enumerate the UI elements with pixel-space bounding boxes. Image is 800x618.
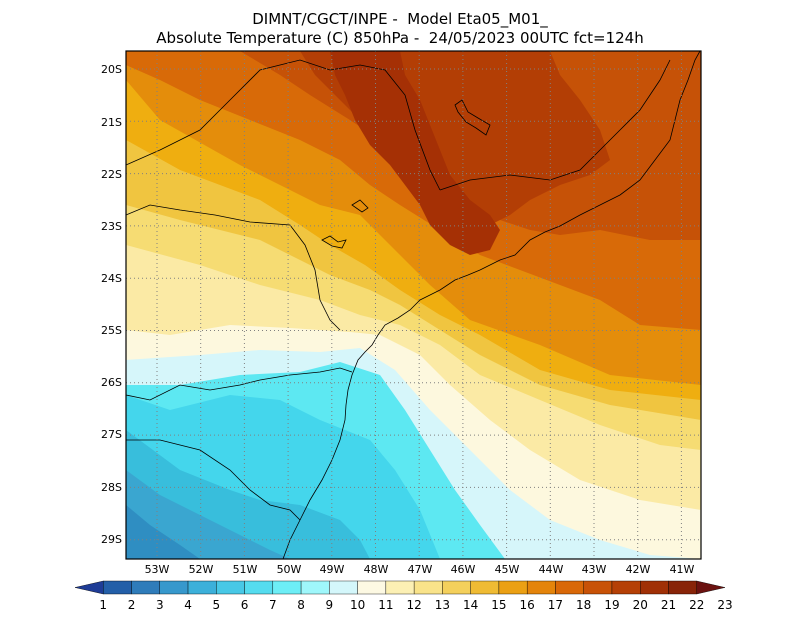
colorbar-swatch (555, 580, 584, 595)
lon-label: 51W (232, 563, 258, 576)
colorbar-swatch (329, 580, 358, 595)
colorbar-label: 6 (240, 598, 249, 612)
colorbar-swatch (357, 580, 387, 595)
colorbar-swatch (470, 580, 500, 595)
lat-label: 23S (101, 220, 122, 233)
coastline-north (479, 51, 701, 271)
lat-label: 24S (101, 272, 122, 285)
lon-label: 46W (450, 563, 476, 576)
temperature-field (126, 51, 701, 559)
colorbar-label: 16 (519, 598, 535, 612)
lon-label: 43W (581, 563, 607, 576)
reservoir-c (351, 199, 369, 213)
colorbar-label: 8 (297, 598, 305, 612)
lat-label: 22S (101, 168, 122, 181)
coastline (282, 269, 481, 559)
colorbar-swatch (103, 580, 132, 595)
chart-title: DIMNT/CGCT/INPE - Model Eta05_M01_ (252, 10, 548, 28)
coastline-borders (126, 51, 701, 559)
colorbar-label: 7 (268, 598, 277, 612)
reservoir-b (321, 235, 347, 249)
lon-label: 44W (538, 563, 564, 576)
graticule (126, 51, 701, 559)
lon-label: 52W (188, 563, 214, 576)
colorbar-swatch (272, 580, 302, 595)
lat-label: 28S (101, 481, 122, 494)
state-border-a (126, 204, 341, 331)
colorbar-swatch (413, 580, 443, 595)
colorbar-label: 15 (491, 598, 507, 612)
band-t6 (126, 505, 200, 559)
lon-label: 53W (144, 563, 170, 576)
colorbar-label: 22 (689, 598, 705, 612)
lat-label: 20S (101, 63, 122, 76)
reservoir-a (454, 99, 491, 136)
colorbar-swatch (187, 580, 217, 595)
colorbar-swatch (498, 580, 528, 595)
colorbar-label: 2 (127, 598, 136, 612)
colorbar-label: 10 (349, 598, 366, 612)
colorbar-swatch (385, 580, 415, 595)
colorbar-swatch (611, 580, 641, 595)
colorbar-swatch (640, 580, 669, 595)
lon-label: 41W (669, 563, 695, 576)
colorbar-label: 1 (99, 598, 108, 612)
colorbar-swatch (159, 580, 189, 595)
colorbar-swatch (216, 580, 245, 595)
colorbar-label: 20 (632, 598, 648, 612)
lat-label: 21S (101, 116, 122, 129)
state-border-d (126, 59, 441, 191)
colorbar-label: 17 (547, 598, 564, 612)
colorbar-label: 18 (576, 598, 592, 612)
colorbar-swatch (696, 580, 726, 595)
lat-label: 26S (101, 376, 122, 389)
state-border-c (126, 439, 301, 521)
colorbar (74, 580, 726, 595)
lon-label: 47W (407, 563, 433, 576)
colorbar-label: 13 (434, 598, 451, 612)
lon-label: 42W (625, 563, 651, 576)
colorbar-label: 11 (378, 598, 394, 612)
colorbar-label: 12 (406, 598, 422, 612)
colorbar-swatch (74, 580, 104, 595)
colorbar-label: 3 (155, 598, 164, 612)
state-border-e (439, 59, 671, 191)
lon-label: 45W (494, 563, 520, 576)
colorbar-label: 14 (463, 598, 479, 612)
colorbar-swatch (244, 580, 274, 595)
map-frame (125, 50, 702, 560)
colorbar-swatch (442, 580, 471, 595)
colorbar-label: 23 (717, 598, 733, 612)
lat-label: 27S (101, 428, 122, 441)
colorbar-swatch (131, 580, 160, 595)
colorbar-label: 9 (325, 598, 334, 612)
colorbar-label: 4 (184, 598, 192, 612)
colorbar-swatch (300, 580, 330, 595)
colorbar-swatch (668, 580, 697, 595)
lon-label: 49W (319, 563, 345, 576)
band-t21 (330, 51, 500, 255)
colorbar-swatch (583, 580, 613, 595)
colorbar-label: 21 (660, 598, 677, 612)
lat-label: 29S (101, 533, 122, 546)
lon-label: 50W (276, 563, 302, 576)
lat-label: 25S (101, 324, 122, 337)
colorbar-swatch (526, 580, 556, 595)
lon-label: 48W (363, 563, 389, 576)
colorbar-label: 19 (604, 598, 620, 612)
colorbar-label: 5 (212, 598, 221, 612)
chart-subtitle: Absolute Temperature (C) 850hPa - 24/05/… (156, 29, 644, 47)
